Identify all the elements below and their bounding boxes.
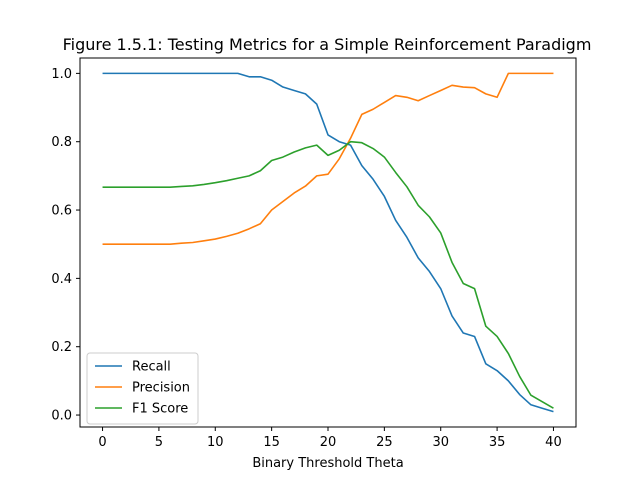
x-tick-label: 35 [489,435,506,450]
legend-entry-label: Recall [132,360,171,375]
y-tick-label: 0.2 [51,340,72,355]
chart-title: Figure 1.5.1: Testing Metrics for a Simp… [63,35,592,54]
x-tick-label: 25 [376,435,393,450]
x-tick-label: 20 [320,435,337,450]
x-tick-label: 5 [155,435,163,450]
y-axis-ticks: 0.0 0.2 0.4 0.6 0.8 1.0 [51,67,80,424]
x-tick-label: 30 [432,435,449,450]
x-tick-label: 40 [545,435,562,450]
x-axis-ticks: 0 5 10 15 20 25 30 35 40 [98,427,562,450]
x-tick-label: 10 [207,435,224,450]
legend-entry-label: Precision [132,381,190,396]
series-layer [102,72,554,413]
x-tick-label: 0 [98,435,106,450]
y-tick-label: 1.0 [51,67,72,82]
legend-box [86,352,199,425]
y-tick-label: 0.8 [51,135,72,150]
series-line-precision [102,72,554,246]
y-tick-label: 0.6 [51,204,72,219]
series-line-f1-score [102,140,554,409]
legend: Recall Precision F1 Score [86,352,199,425]
series-line-recall [102,72,554,413]
x-axis-label: Binary Threshold Theta [252,456,403,471]
legend-entry-label: F1 Score [132,402,188,417]
x-tick-label: 15 [263,435,280,450]
y-tick-label: 0.4 [51,272,72,287]
y-tick-label: 0.0 [51,409,72,424]
